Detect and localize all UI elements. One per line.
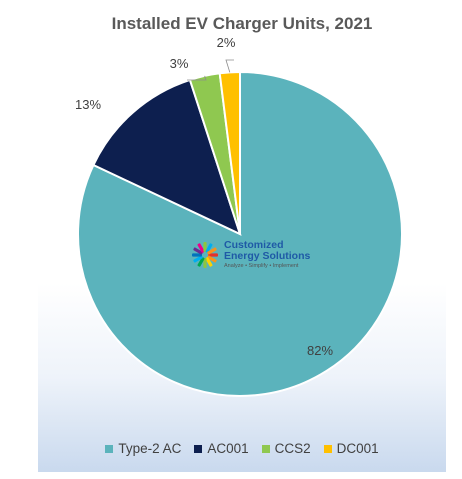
- logo-name-line2: Energy Solutions: [224, 250, 311, 263]
- pinwheel-blade: [203, 242, 207, 252]
- legend-ac001: AC001: [194, 441, 249, 456]
- legend-label: CCS2: [274, 441, 311, 456]
- pinwheel-blade: [208, 253, 218, 257]
- pinwheel-blade: [193, 247, 203, 255]
- label-dc001: 2%: [217, 35, 236, 50]
- label-ccs2: 3%: [170, 56, 189, 71]
- legend-label: Type-2 AC: [118, 441, 182, 456]
- leader-line-slice-dc001: [225, 59, 234, 73]
- legend-label: AC001: [207, 441, 249, 456]
- pinwheel-blade: [193, 255, 203, 263]
- pinwheel-blade: [192, 253, 202, 257]
- pinwheel-blade: [207, 247, 217, 255]
- pinwheel-blade: [205, 243, 213, 253]
- logo-name-line1: Customized: [224, 239, 284, 252]
- pinwheel-blade: [197, 257, 205, 267]
- label-type2-ac: 82%: [307, 343, 333, 358]
- slice-ac001: [92, 78, 242, 236]
- logo-tagline: Analyze • Simplify • Implement: [224, 263, 299, 270]
- pinwheel-blade: [205, 257, 213, 267]
- pinwheel-blade: [203, 258, 207, 268]
- pinwheel-blade: [207, 255, 217, 263]
- pinwheel-blade: [197, 243, 205, 253]
- legend-swatch: [194, 444, 203, 453]
- legend-swatch: [105, 444, 114, 453]
- chart-title: Installed EV Charger Units, 2021: [111, 14, 373, 33]
- legend-dc001: DC001: [323, 441, 379, 456]
- legend-swatch: [323, 444, 332, 453]
- pinwheel-icon: [192, 242, 218, 268]
- legend-swatch: [261, 444, 270, 453]
- legend-label: DC001: [336, 441, 379, 456]
- legend-ccs2: CCS2: [261, 441, 311, 456]
- legend-type2-ac: Type-2 AC: [105, 441, 181, 456]
- chart-legend: Type-2 AC AC001 CCS2 DC001: [38, 441, 446, 456]
- leader-line-slice-ccs2: [187, 75, 207, 81]
- label-ac001: 13%: [75, 97, 101, 112]
- company-logo: Customized Energy Solutions Analyze • Si…: [190, 240, 310, 270]
